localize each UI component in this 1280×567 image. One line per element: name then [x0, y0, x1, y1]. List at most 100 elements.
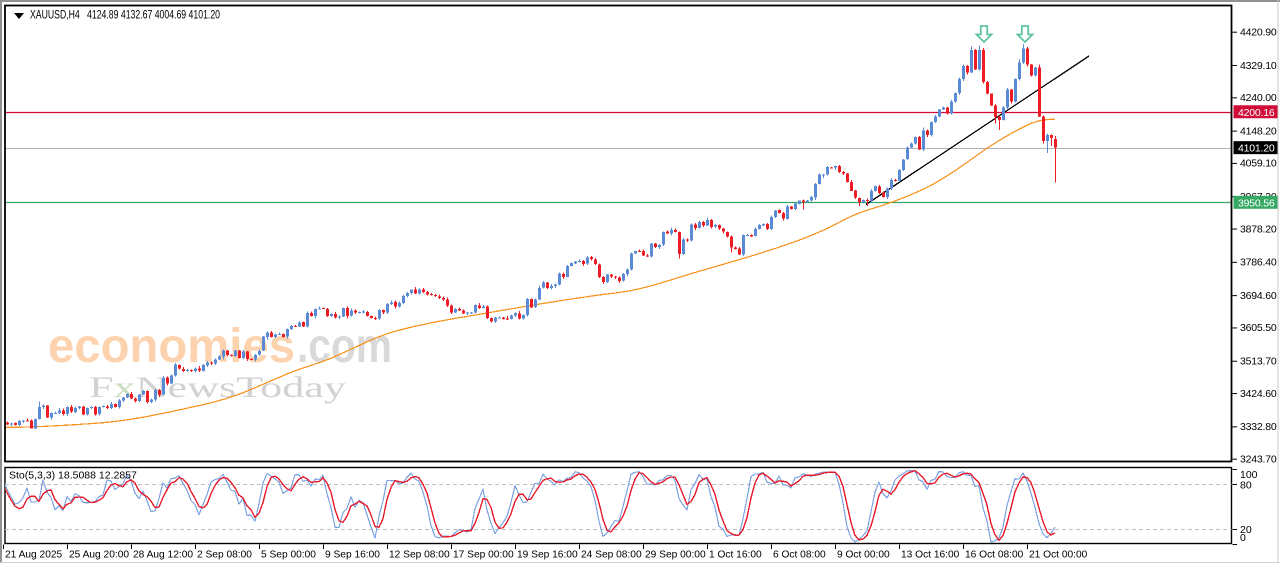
candle-body[interactable]: [614, 276, 617, 278]
candle-body[interactable]: [666, 231, 669, 234]
candle-body[interactable]: [646, 255, 649, 257]
candle-body[interactable]: [298, 322, 301, 327]
candle-body[interactable]: [806, 200, 809, 202]
candle-body[interactable]: [542, 282, 545, 288]
candle-body[interactable]: [766, 224, 769, 229]
candle-body[interactable]: [734, 247, 737, 249]
candle-body[interactable]: [786, 206, 789, 219]
candle-body[interactable]: [302, 322, 305, 327]
candle-body[interactable]: [938, 109, 941, 117]
candle-body[interactable]: [710, 220, 713, 227]
candle-body[interactable]: [498, 317, 501, 319]
candle-body[interactable]: [874, 186, 877, 192]
candle-body[interactable]: [886, 188, 889, 197]
candle-body[interactable]: [830, 167, 833, 169]
candle-body[interactable]: [10, 423, 13, 425]
candle-body[interactable]: [198, 368, 201, 371]
candle-body[interactable]: [354, 310, 357, 313]
candle-body[interactable]: [698, 221, 701, 229]
candle-body[interactable]: [466, 312, 469, 314]
candle-body[interactable]: [514, 313, 517, 316]
candle-body[interactable]: [402, 295, 405, 304]
candle-body[interactable]: [342, 307, 345, 317]
candle-body[interactable]: [922, 130, 925, 150]
candle-body[interactable]: [458, 308, 461, 311]
candle-body[interactable]: [142, 391, 145, 395]
candle-body[interactable]: [222, 350, 225, 357]
candle-body[interactable]: [998, 116, 1001, 120]
candle-body[interactable]: [154, 390, 157, 400]
candle-body[interactable]: [518, 313, 521, 319]
candle-body[interactable]: [622, 274, 625, 281]
candle-body[interactable]: [730, 236, 733, 248]
candle-body[interactable]: [442, 298, 445, 300]
candle-body[interactable]: [970, 49, 973, 73]
candle-body[interactable]: [510, 315, 513, 319]
price-scale[interactable]: 4420.904329.104240.004148.204059.103967.…: [1232, 26, 1278, 545]
candle-body[interactable]: [694, 224, 697, 229]
candle-body[interactable]: [306, 312, 309, 327]
candle-body[interactable]: [774, 210, 777, 218]
candle-body[interactable]: [310, 312, 313, 316]
candle-body[interactable]: [858, 197, 861, 203]
candle-body[interactable]: [246, 351, 249, 359]
candle-body[interactable]: [606, 274, 609, 283]
candle-body[interactable]: [82, 406, 85, 415]
candle-body[interactable]: [254, 354, 257, 360]
stochastic-k-line[interactable]: [3, 470, 1056, 543]
candle-body[interactable]: [662, 231, 665, 245]
candle-body[interactable]: [314, 309, 317, 316]
candle-body[interactable]: [878, 186, 881, 193]
candle-body[interactable]: [590, 257, 593, 260]
candle-body[interactable]: [406, 293, 409, 296]
candle-body[interactable]: [50, 413, 53, 418]
candle-body[interactable]: [866, 199, 869, 201]
candle-body[interactable]: [1026, 48, 1029, 65]
candle-body[interactable]: [66, 407, 69, 414]
candle-body[interactable]: [554, 284, 557, 286]
candle-body[interactable]: [994, 105, 997, 117]
candle-body[interactable]: [546, 282, 549, 288]
candle-body[interactable]: [338, 316, 341, 318]
candle-body[interactable]: [450, 305, 453, 313]
candle-body[interactable]: [654, 243, 657, 248]
candle-body[interactable]: [762, 223, 765, 226]
candle-body[interactable]: [90, 407, 93, 409]
candle-body[interactable]: [346, 307, 349, 316]
candle-body[interactable]: [290, 325, 293, 329]
candle-body[interactable]: [706, 220, 709, 226]
candle-body[interactable]: [186, 369, 189, 371]
candle-body[interactable]: [102, 406, 105, 408]
candle-body[interactable]: [14, 423, 17, 425]
candle-body[interactable]: [238, 350, 241, 358]
candle-body[interactable]: [658, 244, 661, 247]
candle-body[interactable]: [294, 325, 297, 327]
candle-body[interactable]: [58, 410, 61, 414]
candle-body[interactable]: [382, 309, 385, 313]
candle-body[interactable]: [110, 404, 113, 409]
candle-body[interactable]: [674, 230, 677, 233]
candle-body[interactable]: [482, 306, 485, 308]
candle-body[interactable]: [942, 107, 945, 110]
candle-body[interactable]: [126, 393, 129, 398]
candle-body[interactable]: [1050, 135, 1053, 138]
candle-body[interactable]: [318, 308, 321, 310]
candle-body[interactable]: [38, 407, 41, 420]
candle-body[interactable]: [1022, 48, 1025, 63]
candle-body[interactable]: [502, 317, 505, 319]
candle-body[interactable]: [490, 318, 493, 322]
candle-body[interactable]: [182, 368, 185, 371]
candle-body[interactable]: [334, 314, 337, 318]
candle-body[interactable]: [74, 408, 77, 412]
candle-body[interactable]: [258, 350, 261, 355]
candle-body[interactable]: [134, 398, 137, 401]
candle-body[interactable]: [210, 362, 213, 364]
candle-body[interactable]: [1038, 67, 1041, 117]
candle-body[interactable]: [1046, 135, 1049, 141]
candle-body[interactable]: [506, 318, 509, 320]
candle-body[interactable]: [954, 92, 957, 102]
candle-body[interactable]: [894, 180, 897, 182]
candle-body[interactable]: [882, 192, 885, 198]
candle-body[interactable]: [618, 277, 621, 281]
candle-body[interactable]: [426, 292, 429, 295]
